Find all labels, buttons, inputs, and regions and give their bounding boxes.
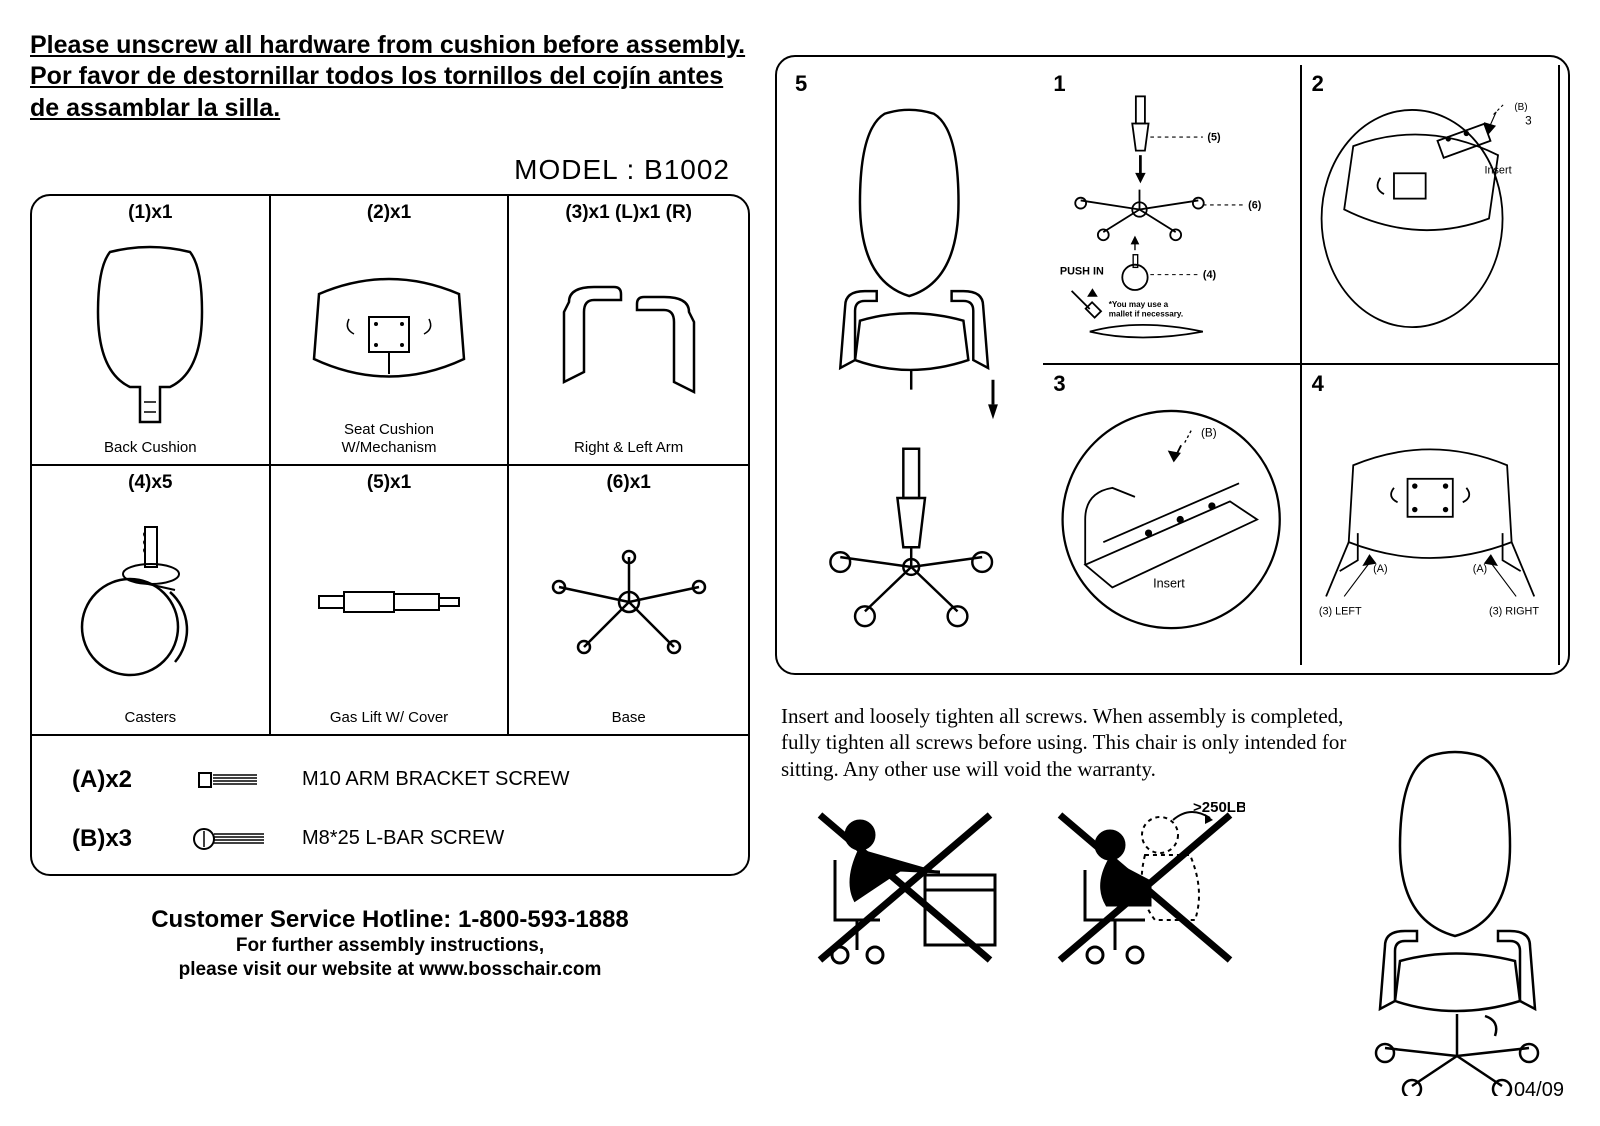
step-number: 2 xyxy=(1312,71,1324,97)
footer-sub2: please visit our website at www.bosschai… xyxy=(30,958,750,983)
svg-text:(A): (A) xyxy=(1472,563,1486,575)
part-label: Base xyxy=(612,709,646,730)
part-qty: (4)x5 xyxy=(128,472,172,494)
hardware-code: (B)x3 xyxy=(72,825,162,853)
part-seat-cushion: (2)x1 Seat Cushion W/Mechanism xyxy=(271,196,510,466)
footer-sub1: For further assembly instructions, xyxy=(30,934,750,959)
part-qty: (3)x1 (L)x1 (R) xyxy=(565,202,692,224)
step-3: 3 (B) Insert xyxy=(1043,365,1301,665)
instruction-text: Insert and loosely tighten all screws. W… xyxy=(781,703,1380,782)
part-qty: (5)x1 xyxy=(367,472,411,494)
part-label: Back Cushion xyxy=(104,439,197,460)
part-back-cushion: (1)x1 Back Cushion xyxy=(32,196,271,466)
warning-es: Por favor de destornillar todos los torn… xyxy=(30,62,723,121)
part-gas-lift: (5)x1 Gas Lift W/ Cover xyxy=(271,466,510,736)
svg-text:(A): (A) xyxy=(1373,563,1387,575)
svg-text:(3) LEFT: (3) LEFT xyxy=(1319,606,1362,618)
base-icon xyxy=(513,496,744,709)
svg-text:Insert: Insert xyxy=(1153,576,1185,590)
seat-cushion-icon xyxy=(275,226,504,422)
final-chair-icon xyxy=(1340,736,1580,1096)
hardware-label: M10 ARM BRACKET SCREW xyxy=(302,768,569,791)
hardware-row: (B)x3 M8*25 L-BAR SCREW xyxy=(72,824,708,854)
warning-text: Please unscrew all hardware from cushion… xyxy=(30,30,750,124)
part-arms: (3)x1 (L)x1 (R) Right & Left Arm xyxy=(509,196,748,466)
part-casters: (4)x5 Casters xyxy=(32,466,271,736)
step-number: 3 xyxy=(1053,371,1065,397)
step-number: 4 xyxy=(1312,371,1324,397)
step-number: 1 xyxy=(1053,71,1065,97)
svg-text:*You may use amallet if necess: *You may use amallet if necessary. xyxy=(1109,300,1183,318)
back-cushion-icon xyxy=(36,226,265,439)
warning-en: Please unscrew all hardware from cushion… xyxy=(30,31,745,59)
hotline: Customer Service Hotline: 1-800-593-1888 xyxy=(30,906,750,934)
svg-text:(B): (B) xyxy=(1514,102,1527,113)
hardware-code: (A)x2 xyxy=(72,766,162,794)
part-label: Gas Lift W/ Cover xyxy=(330,709,448,730)
step-1: 1 xyxy=(1043,65,1301,365)
screw-b-icon xyxy=(192,824,272,854)
svg-text:(6): (6) xyxy=(1248,200,1262,212)
part-base: (6)x1 Base xyxy=(509,466,748,736)
hardware-row: (A)x2 M10 ARM BRACKET SCREW xyxy=(72,766,708,794)
step-2: 2 (B) 3 Insert xyxy=(1302,65,1560,365)
svg-text:(5): (5) xyxy=(1208,132,1222,144)
svg-text:PUSH IN: PUSH IN xyxy=(1060,266,1104,278)
gas-lift-icon xyxy=(275,496,504,709)
part-label: Right & Left Arm xyxy=(574,439,683,460)
hardware-label: M8*25 L-BAR SCREW xyxy=(302,827,504,850)
step-4: 4 xyxy=(1302,365,1560,665)
svg-text:(4): (4) xyxy=(1203,269,1217,281)
svg-text:3: 3 xyxy=(1525,114,1532,127)
part-label: Casters xyxy=(124,709,176,730)
svg-text:>250LB: >250LB xyxy=(1193,800,1245,816)
screw-a-icon xyxy=(192,767,272,793)
step-5: 5 xyxy=(785,65,1043,665)
date: 04/09 xyxy=(1514,1079,1564,1102)
svg-text:(3) RIGHT: (3) RIGHT xyxy=(1489,606,1539,618)
weight-limit-icon: >250LB xyxy=(1045,800,1245,970)
part-label: Seat Cushion W/Mechanism xyxy=(341,421,436,460)
footer: Customer Service Hotline: 1-800-593-1888… xyxy=(30,906,750,983)
hardware-section: (A)x2 M10 ARM BRACKET SCREW (B)x3 M8*25 … xyxy=(32,736,748,874)
parts-box: (1)x1 Back Cushion (2)x1 xyxy=(30,194,750,876)
part-qty: (6)x1 xyxy=(606,472,650,494)
no-feet-on-desk-icon xyxy=(805,800,1005,970)
casters-icon xyxy=(36,496,265,709)
model-label: MODEL : B1002 xyxy=(30,154,730,186)
step-number: 5 xyxy=(795,71,807,97)
steps-panel: 1 xyxy=(775,55,1570,675)
arms-icon xyxy=(513,226,744,439)
svg-text:Insert: Insert xyxy=(1484,164,1511,176)
part-qty: (2)x1 xyxy=(367,202,411,224)
svg-text:(B): (B) xyxy=(1201,426,1217,439)
part-qty: (1)x1 xyxy=(128,202,172,224)
